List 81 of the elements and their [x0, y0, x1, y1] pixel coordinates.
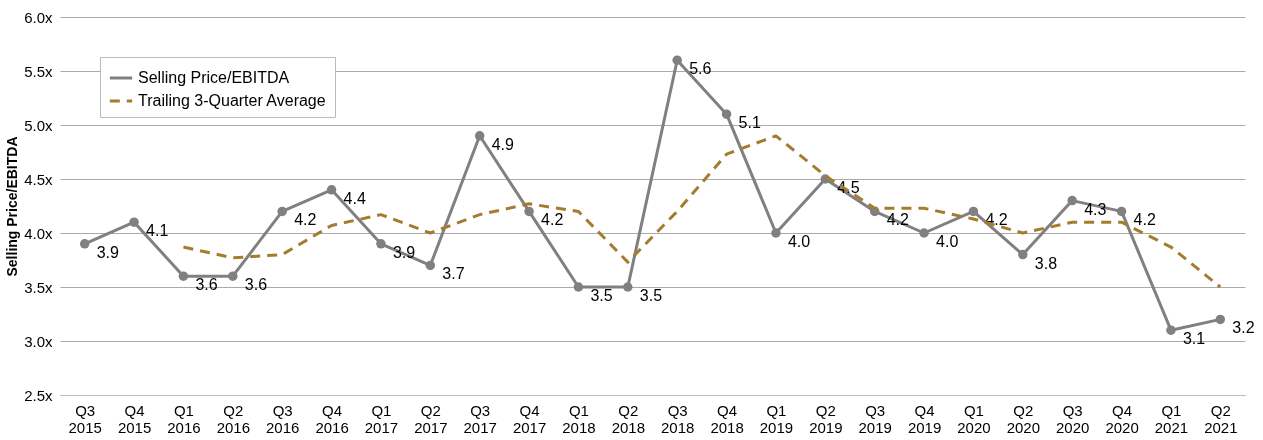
x-tick-label: Q3 2019 [858, 401, 892, 436]
y-tick-label: 2.5x [24, 386, 53, 404]
x-tick-label: Q2 2019 [809, 401, 843, 436]
y-tick-label: 6.0x [24, 8, 53, 26]
x-tick-label: Q4 2019 [907, 401, 942, 436]
data-label: 4.0 [936, 233, 959, 250]
data-label: 3.6 [244, 276, 268, 294]
y-tick-label: 5.5x [24, 62, 53, 80]
legend-label: Selling Price/EBITDA [138, 69, 290, 86]
point [129, 217, 139, 227]
point [1116, 206, 1127, 217]
data-label: 3.9 [96, 243, 120, 261]
x-tick-label: Q1 2019 [759, 401, 794, 436]
data-label: 4.9 [491, 135, 515, 153]
y-axis-title: Selling Price/EBITDA [4, 136, 21, 277]
x-tick-label: Q4 2015 [117, 401, 152, 436]
point [524, 206, 534, 217]
line-series [181, 134, 1222, 289]
data-label: 3.9 [392, 243, 416, 261]
x-tick-label: Q3 2020 [1056, 401, 1090, 436]
point [1166, 325, 1176, 335]
point [425, 260, 436, 271]
data-label: 4.2 [985, 211, 1008, 229]
x-tick-label: Q2 2017 [414, 401, 448, 436]
data-label: 3.5 [639, 287, 663, 304]
x-tick-label: Q3 2015 [68, 401, 102, 436]
point [376, 239, 386, 249]
point [79, 239, 90, 249]
y-tick-label: 5.0x [24, 116, 53, 134]
x-tick-label: Q1 2016 [167, 401, 201, 436]
point [919, 228, 929, 238]
data-label: 3.7 [442, 265, 465, 283]
x-tick-label: Q4 2018 [710, 401, 744, 436]
point [573, 282, 584, 292]
point [968, 206, 979, 217]
x-tick-label: Q2 2016 [216, 401, 250, 436]
data-label: 4.0 [787, 233, 811, 250]
data-label: 4.3 [1084, 200, 1107, 218]
point [1215, 314, 1226, 325]
point [1018, 249, 1028, 260]
x-tick-label: Q3 2016 [266, 401, 300, 436]
point [721, 109, 732, 119]
point [474, 131, 485, 141]
point [771, 228, 781, 238]
data-label: 4.2 [886, 211, 910, 229]
y-tick-label: 3.0x [24, 332, 53, 350]
data-label: 4.2 [1133, 211, 1156, 229]
y-tick-label: 3.5x [24, 278, 53, 296]
data-label: 3.1 [1182, 330, 1206, 348]
data-label: 5.1 [738, 114, 761, 132]
x-tick-label: Q4 2016 [315, 401, 349, 436]
data-label: 4.2 [541, 211, 564, 229]
data-label: 3.5 [590, 287, 613, 304]
point [277, 206, 287, 217]
x-tick-label: Q1 2020 [957, 401, 991, 436]
data-label: 5.6 [689, 60, 712, 78]
point [623, 282, 633, 292]
x-tick-label: Q2 2018 [611, 401, 645, 436]
point [228, 271, 238, 281]
data-label: 4.1 [146, 222, 169, 240]
point [672, 55, 682, 65]
point [1067, 195, 1077, 206]
data-label: 4.2 [294, 211, 317, 229]
legend-label: Trailing 3-Quarter Average [138, 92, 326, 109]
x-tick-label: Q2 2021 [1204, 401, 1238, 436]
y-tick-label: 4.5x [24, 170, 53, 188]
x-tick-label: Q1 2017 [364, 401, 399, 436]
data-label: 4.4 [343, 189, 366, 207]
x-tick-label: Q3 2017 [463, 401, 497, 436]
x-tick-label: Q3 2018 [661, 401, 695, 436]
x-tick-label: Q4 2017 [512, 401, 547, 436]
data-label: 3.8 [1034, 254, 1058, 272]
point [178, 271, 189, 281]
data-label: 3.6 [195, 276, 218, 294]
x-tick-label: Q1 2018 [562, 401, 596, 436]
x-tick-label: Q1 2021 [1154, 401, 1189, 436]
data-label: 3.2 [1232, 319, 1255, 337]
x-tick-label: Q4 2020 [1105, 401, 1139, 436]
point [326, 185, 337, 195]
x-tick-label: Q2 2020 [1006, 401, 1040, 436]
y-tick-label: 4.0x [24, 224, 53, 242]
